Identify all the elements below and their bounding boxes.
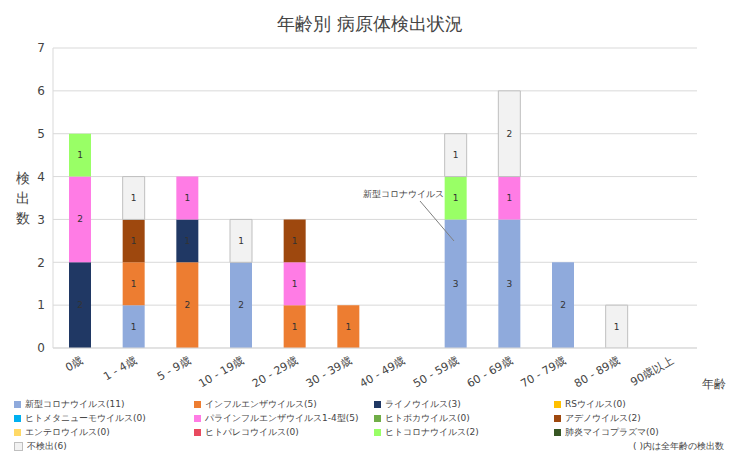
html-text:出: 出 [16, 190, 30, 206]
html-text:エンテロウイルス(0): エンテロウイルス(0) [25, 427, 110, 437]
svg-text:10 - 19歳: 10 - 19歳 [196, 354, 246, 390]
svg-text:0歳: 0歳 [63, 354, 85, 374]
html-text:数: 数 [16, 210, 30, 226]
html-text:パラインフルエンザウイルス1-4型(5): パラインフルエンザウイルス1-4型(5) [205, 413, 359, 423]
svg-text:1: 1 [131, 193, 137, 203]
svg-text:1: 1 [77, 150, 83, 160]
svg-text:1 - 4歳: 1 - 4歳 [101, 354, 139, 383]
svg-text:2: 2 [238, 300, 244, 310]
svg-text:1: 1 [292, 279, 298, 289]
svg-text:1: 1 [506, 193, 512, 203]
svg-text:5: 5 [37, 127, 45, 141]
html-text:新型コロナウイルス: 新型コロナウイルス [363, 189, 444, 199]
svg-text:1: 1 [345, 322, 351, 332]
svg-text:3: 3 [37, 213, 45, 227]
svg-text:1: 1 [453, 193, 459, 203]
svg-text:1: 1 [184, 193, 190, 203]
svg-text:1: 1 [131, 236, 137, 246]
svg-text:70 - 79歳: 70 - 79歳 [518, 354, 568, 390]
html-text:インフルエンザウイルス(5): インフルエンザウイルス(5) [205, 399, 317, 409]
svg-text:3: 3 [506, 279, 512, 289]
svg-text:3: 3 [453, 279, 459, 289]
html-text:( )内は全年齢の検出数: ( )内は全年齢の検出数 [633, 441, 724, 451]
svg-text:0: 0 [37, 341, 45, 355]
svg-text:1: 1 [184, 236, 190, 246]
html-text:肺炎マイコプラズマ(0): 肺炎マイコプラズマ(0) [565, 427, 659, 437]
svg-text:60 - 69歳: 60 - 69歳 [465, 354, 515, 390]
svg-text:40 - 49歳: 40 - 49歳 [357, 354, 407, 390]
html-text:ヒトボカウイルス(0): ヒトボカウイルス(0) [385, 413, 470, 423]
html-text:ライノウイルス(3): ライノウイルス(3) [385, 399, 461, 409]
svg-text:90歳以上: 90歳以上 [628, 354, 675, 389]
html-text:ヒトコロナウイルス(2): ヒトコロナウイルス(2) [385, 427, 479, 437]
html-text:ヒトメタニューモウイルス(0): ヒトメタニューモウイルス(0) [25, 413, 146, 423]
svg-text:2: 2 [77, 300, 83, 310]
html-text:不検出(6): 不検出(6) [27, 441, 67, 451]
svg-text:2: 2 [37, 256, 45, 270]
html-text:検: 検 [16, 170, 30, 186]
svg-text:50 - 59歳: 50 - 59歳 [411, 354, 461, 390]
html-text:新型コロナウイルス(11): 新型コロナウイルス(11) [25, 399, 125, 409]
svg-text:30 - 39歳: 30 - 39歳 [304, 354, 354, 390]
svg-text:1: 1 [453, 150, 459, 160]
html-text:ヒトパレコウイルス(0): ヒトパレコウイルス(0) [205, 427, 299, 437]
svg-text:1: 1 [131, 279, 137, 289]
svg-text:7: 7 [37, 41, 45, 55]
html-text:年齢: 年齢 [702, 377, 726, 391]
svg-text:1: 1 [614, 322, 620, 332]
svg-text:1: 1 [292, 322, 298, 332]
svg-text:2: 2 [77, 214, 83, 224]
svg-text:4: 4 [37, 170, 45, 184]
svg-text:1: 1 [37, 298, 45, 312]
svg-text:6: 6 [37, 84, 45, 98]
svg-text:2: 2 [506, 129, 512, 139]
svg-text:1: 1 [292, 236, 298, 246]
svg-text:2: 2 [184, 300, 190, 310]
svg-text:5 - 9歳: 5 - 9歳 [155, 354, 193, 383]
svg-text:20 - 29歳: 20 - 29歳 [250, 354, 300, 390]
svg-text:1: 1 [131, 322, 137, 332]
svg-text:80 - 89歳: 80 - 89歳 [572, 354, 622, 390]
svg-text:1: 1 [238, 236, 244, 246]
html-text:RSウイルス(0): RSウイルス(0) [565, 399, 626, 409]
html-text:年齢別 病原体検出状況: 年齢別 病原体検出状況 [277, 13, 463, 34]
html-text:アデノウイルス(2): アデノウイルス(2) [565, 413, 641, 423]
svg-text:2: 2 [560, 300, 566, 310]
